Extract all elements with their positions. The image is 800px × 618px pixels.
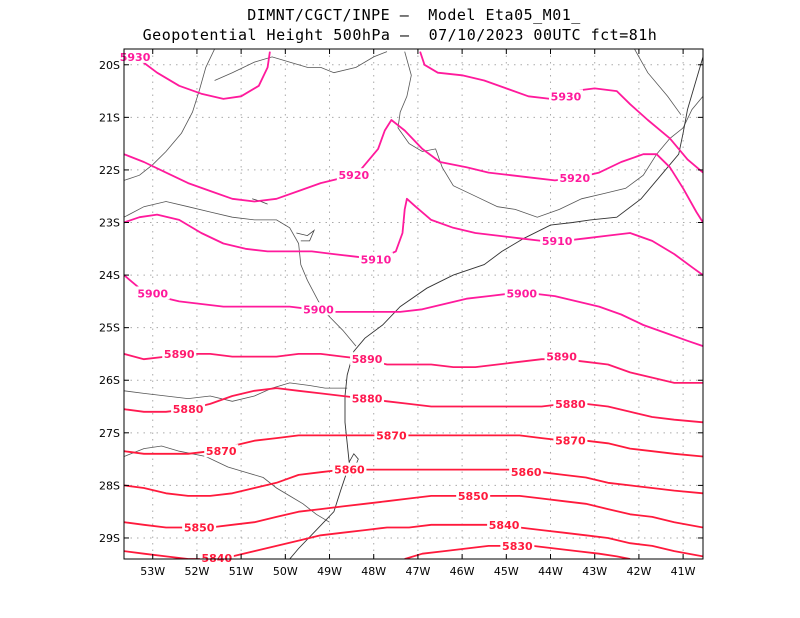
contour-line-5890 [124, 353, 703, 384]
contour-layer [124, 50, 703, 559]
contour-label-bg [487, 517, 522, 531]
state-boundary [124, 445, 330, 523]
map-title-line1: DIMNT/CGCT/INPE – Model Eta05_M01_ [247, 6, 581, 24]
lat-lon-grid [124, 49, 703, 559]
contour-label-5870: 5870 [555, 435, 586, 448]
state-boundary [124, 382, 348, 402]
contour-label-5870: 5870 [206, 445, 237, 458]
contour-label-bg [118, 49, 153, 63]
contour-line-5860 [124, 468, 703, 497]
contour-label-5920: 5920 [560, 172, 591, 185]
contour-label-bg [500, 538, 535, 552]
contour-label-bg [374, 428, 409, 442]
contour-label-bg [350, 352, 385, 366]
contour-line-5850 [124, 495, 703, 529]
lat-tick-label: 29S [99, 532, 120, 545]
contour-label-5930: 5930 [551, 90, 582, 103]
lake-outline [296, 229, 316, 242]
contour-label-5840: 5840 [202, 552, 233, 565]
contour-label-5890: 5890 [164, 348, 195, 361]
contour-label-5860: 5860 [511, 466, 542, 479]
contour-label-5900: 5900 [303, 303, 334, 316]
contour-line-5930 [124, 50, 271, 100]
contour-label-5910: 5910 [361, 253, 392, 266]
state-boundary [124, 49, 215, 181]
contour-label-bg [199, 550, 234, 564]
contour-label-5830: 5830 [502, 540, 533, 553]
lon-tick-label: 41W [671, 565, 696, 578]
state-boundary [214, 51, 388, 81]
contour-label-bg [350, 391, 385, 405]
lon-tick-label: 53W [140, 565, 165, 578]
contour-label-5900: 5900 [137, 287, 168, 300]
contour-line-5920 [124, 119, 703, 223]
contour-labels: 5930 5930 5920 5920 5910 5910 5900 5900 5900 5890… [118, 49, 592, 565]
contour-label-bg [553, 433, 588, 447]
contour-label-bg [135, 286, 170, 300]
lat-tick-label: 21S [99, 111, 120, 124]
lat-tick-label: 20S [99, 59, 120, 72]
contour-label-5880: 5880 [555, 398, 586, 411]
contour-label-bg [204, 444, 239, 458]
contour-label-5900: 5900 [506, 287, 537, 300]
contour-label-bg [171, 402, 206, 416]
geography-layer [124, 49, 703, 559]
lat-tick-label: 28S [99, 479, 120, 492]
contour-label-5890: 5890 [546, 351, 577, 364]
contour-label-5930: 5930 [120, 51, 151, 64]
contour-label-bg [548, 89, 583, 103]
contour-label-bg [162, 346, 197, 360]
map-title-line2: Geopotential Height 500hPa – 07/10/2023 … [142, 26, 658, 44]
lon-tick-label: 49W [317, 565, 342, 578]
contour-label-bg [540, 233, 575, 247]
lat-tick-label: 22S [99, 164, 120, 177]
lat-tick-label: 26S [99, 374, 120, 387]
lon-tick-label: 50W [273, 565, 298, 578]
lon-tick-label: 51W [229, 565, 254, 578]
contour-label-5870: 5870 [376, 429, 407, 442]
contour-line-5910 [124, 197, 703, 276]
contour-line-5900 [124, 274, 703, 347]
contour-label-bg [509, 465, 544, 479]
contour-label-bg [553, 396, 588, 410]
lon-tick-label: 45W [494, 565, 519, 578]
lon-tick-label: 48W [361, 565, 386, 578]
lat-tick-label: 27S [99, 427, 120, 440]
lon-tick-label: 44W [538, 565, 563, 578]
lat-tick-label: 23S [99, 217, 120, 230]
contour-label-5840: 5840 [489, 519, 520, 532]
contour-label-5880: 5880 [173, 403, 204, 416]
contour-label-5850: 5850 [184, 521, 215, 534]
contour-label-bg [301, 302, 336, 316]
lon-tick-label: 42W [626, 565, 651, 578]
lon-tick-label: 52W [184, 565, 209, 578]
coastline [289, 56, 703, 559]
plot-frame [123, 48, 704, 560]
contour-label-5890: 5890 [352, 353, 383, 366]
contour-label-bg [358, 252, 393, 266]
contour-line-5880 [124, 387, 703, 424]
contour-label-bg [182, 520, 217, 534]
contour-label-bg [544, 349, 579, 363]
contour-label-bg [504, 286, 539, 300]
axis-ticks: 53W 52W 51W 50W 49W 48W 47W 46W 45W 44W 43W 42W 41W 2… [99, 49, 703, 578]
contour-label-5910: 5910 [542, 235, 573, 248]
lon-tick-label: 47W [405, 565, 430, 578]
lon-tick-label: 43W [582, 565, 607, 578]
lat-tick-label: 25S [99, 322, 120, 335]
lon-tick-label: 46W [450, 565, 475, 578]
contour-label-5880: 5880 [352, 393, 383, 406]
contour-label-bg [336, 168, 371, 182]
contour-label-5860: 5860 [334, 464, 365, 477]
state-boundary [124, 201, 357, 347]
contour-label-5920: 5920 [339, 169, 370, 182]
contour-label-bg [456, 488, 491, 502]
contour-label-bg [332, 462, 367, 476]
contour-label-5850: 5850 [458, 490, 489, 503]
lat-tick-label: 24S [99, 269, 120, 282]
contour-label-bg [557, 170, 592, 184]
state-boundary [634, 49, 682, 115]
